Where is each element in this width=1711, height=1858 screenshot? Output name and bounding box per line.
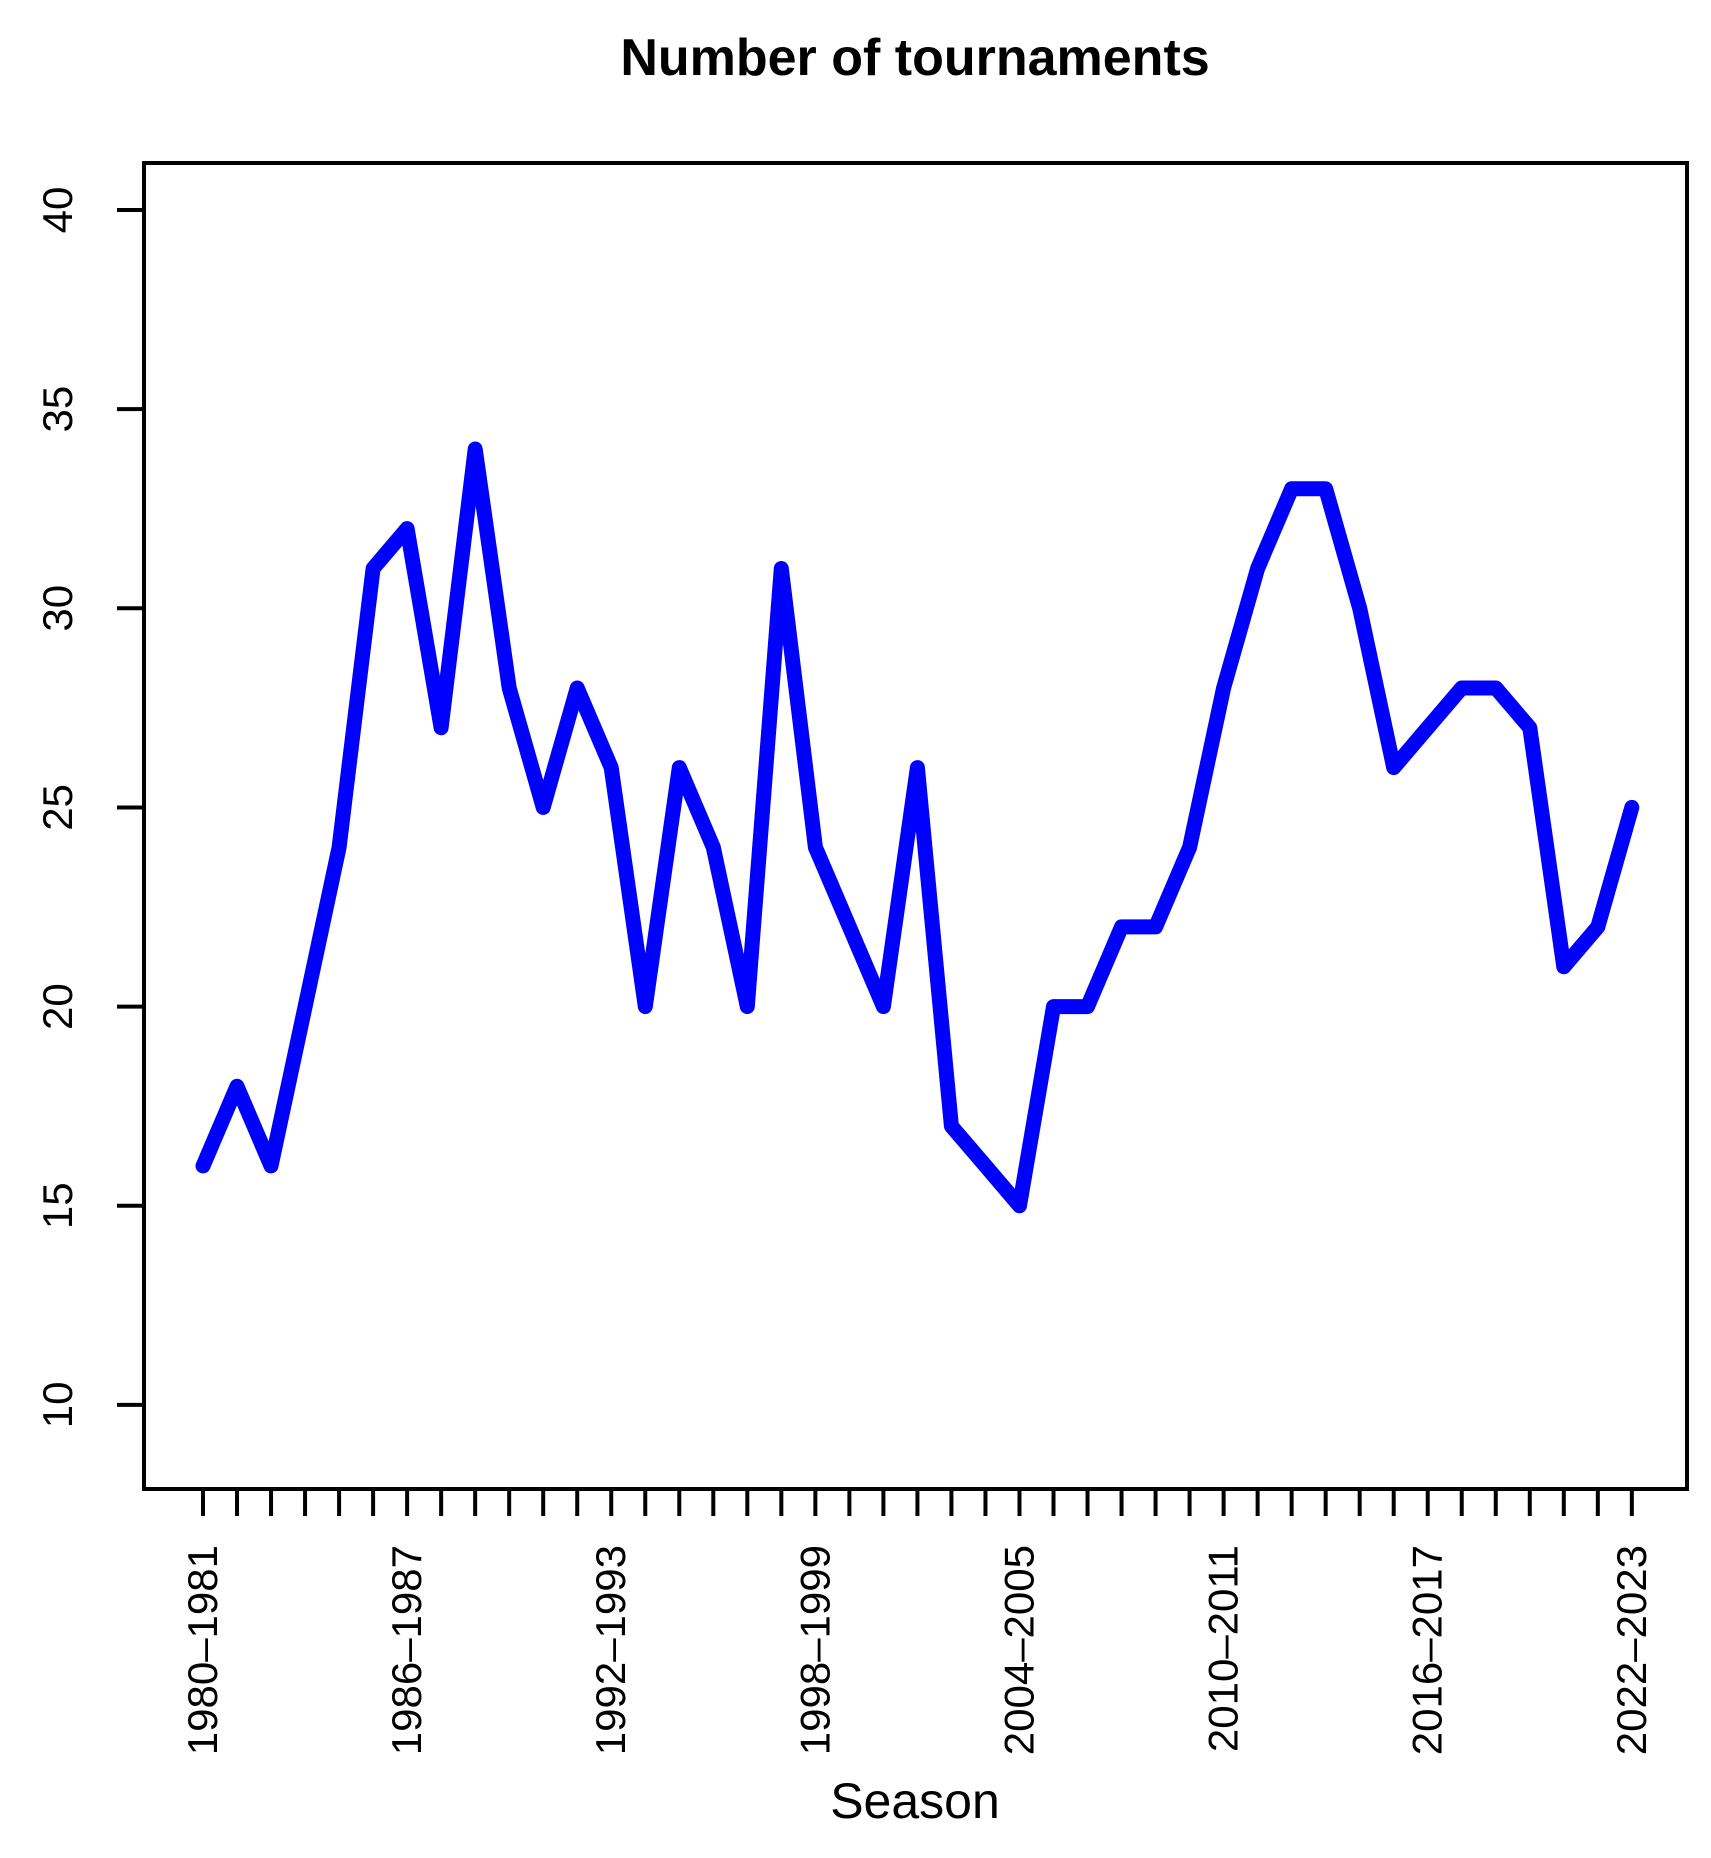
x-tick-label: 2016–2017 (1404, 1545, 1451, 1755)
y-tick-label: 35 (34, 386, 81, 433)
chart-title: Number of tournaments (620, 29, 1209, 87)
axes-group: 10 15 20 25 30 35 40 1980–1981 1986–1987 1992–199… (34, 161, 1689, 1755)
x-tick-label: 2022–2023 (1608, 1545, 1655, 1755)
x-tick-label: 2004–2005 (995, 1545, 1042, 1755)
x-tick-label: 1992–1993 (587, 1545, 634, 1755)
x-tick-label: 1998–1999 (791, 1545, 838, 1755)
x-tick-label: 2010–2011 (1200, 1545, 1247, 1752)
x-tick-label: 1980–1981 (179, 1545, 226, 1755)
y-tick-label: 30 (34, 585, 81, 632)
y-tick-label: 20 (34, 983, 81, 1030)
x-tick-label: 1986–1987 (383, 1545, 430, 1755)
y-tick-label: 15 (34, 1182, 81, 1229)
tournaments-line-series (195, 441, 1640, 1214)
series-group (195, 441, 1640, 1214)
y-tick-label: 10 (34, 1382, 81, 1429)
y-tick-label: 25 (34, 784, 81, 831)
y-tick-label: 40 (34, 187, 81, 234)
x-axis-label: Season (830, 1773, 1000, 1829)
